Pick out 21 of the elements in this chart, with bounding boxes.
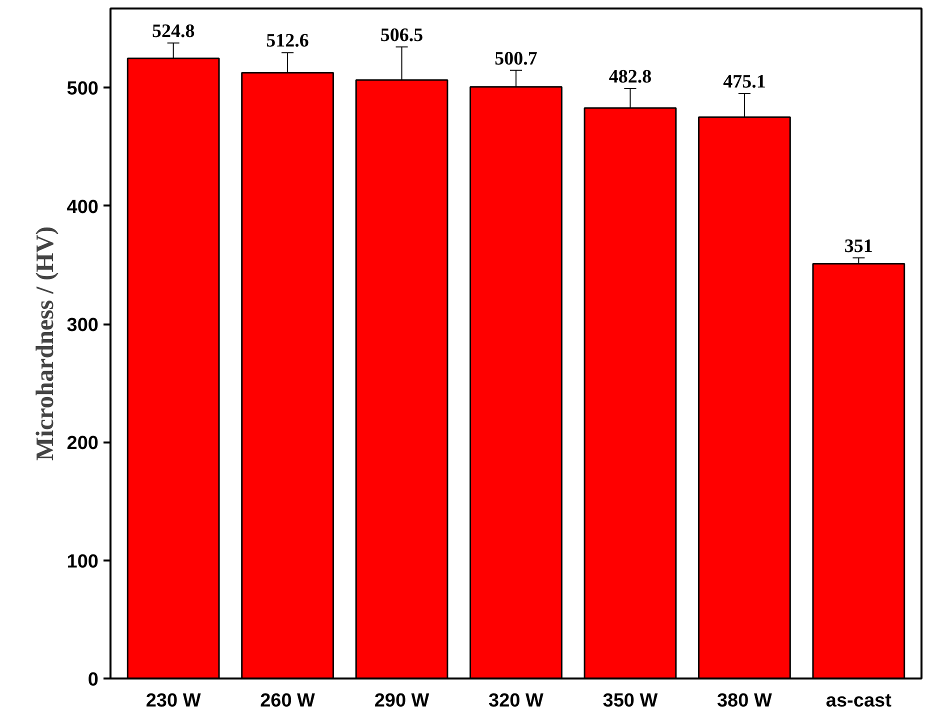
- x-tick-label: 350 W: [602, 690, 658, 712]
- data-label: 475.1: [723, 71, 766, 92]
- data-label: 512.6: [266, 30, 309, 52]
- x-tick-label: 290 W: [374, 690, 430, 712]
- x-tick-label: 260 W: [260, 690, 316, 712]
- y-tick-label: 400: [66, 196, 98, 218]
- data-label: 524.8: [152, 21, 195, 42]
- x-tick-label: 380 W: [716, 690, 772, 712]
- data-label: 506.5: [380, 24, 424, 46]
- data-label: 500.7: [494, 48, 538, 70]
- y-tick-label: 500: [66, 78, 98, 100]
- y-tick-label: 0: [88, 670, 99, 690]
- y-tick-label: 100: [66, 551, 98, 572]
- y-axis-title: Microhardness / (HV): [32, 226, 59, 461]
- x-tick-label: as-cast: [826, 690, 892, 712]
- x-tick-label: 320 W: [488, 690, 544, 712]
- y-tick-label: 200: [66, 433, 98, 454]
- data-label: 482.8: [608, 66, 652, 88]
- x-tick-label: 230 W: [146, 690, 201, 712]
- data-label: 351: [844, 236, 873, 257]
- y-tick-label: 300: [66, 315, 98, 336]
